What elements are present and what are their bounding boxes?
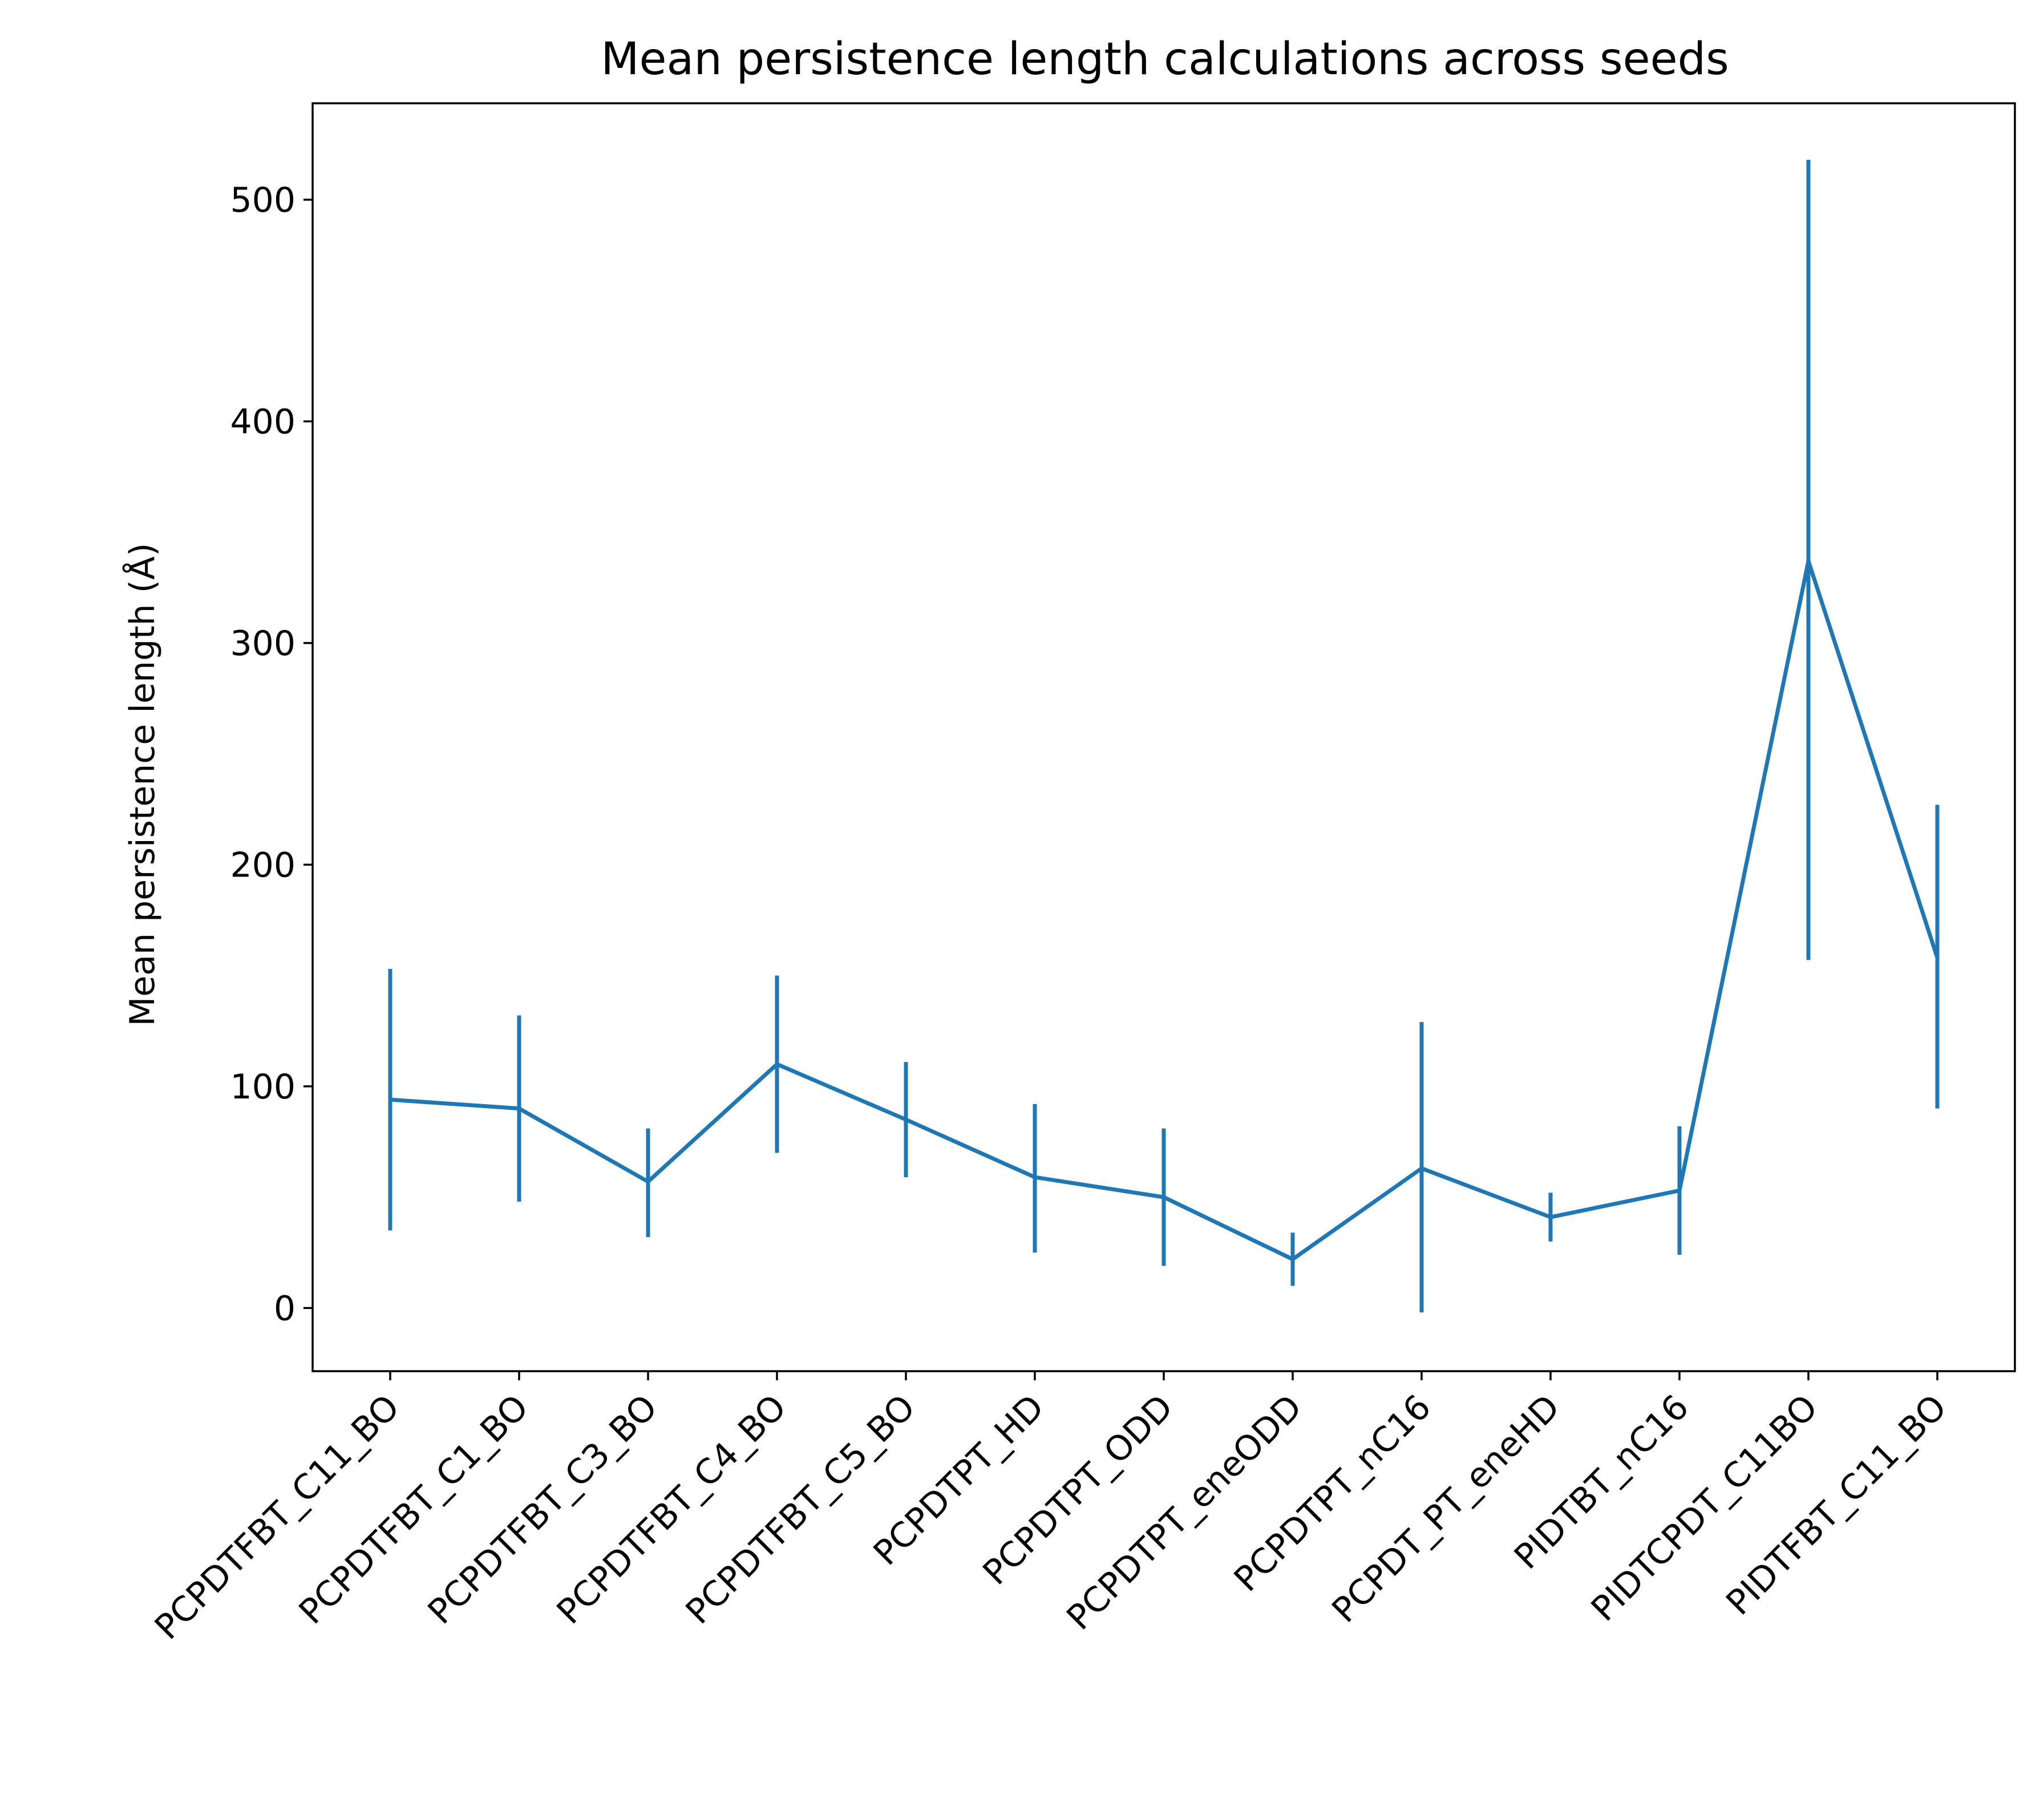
y-tick-label: 0 bbox=[274, 1288, 296, 1328]
y-tick-label: 200 bbox=[230, 845, 296, 885]
chart-title: Mean persistence length calculations acr… bbox=[601, 34, 1729, 85]
y-tick-label: 500 bbox=[230, 180, 296, 220]
y-tick-label: 100 bbox=[230, 1067, 296, 1107]
y-axis-label-group: Mean persistence length (Å) bbox=[122, 543, 163, 1026]
y-axis-ticks: 0 100 200 300 400 500 bbox=[230, 180, 313, 1328]
y-tick-label: 300 bbox=[230, 624, 296, 664]
y-tick-label: 400 bbox=[230, 402, 296, 442]
data-series bbox=[390, 559, 1940, 1262]
series-line bbox=[390, 559, 1940, 1262]
y-axis-label: Mean persistence length (Å) bbox=[122, 543, 163, 1026]
plot-frame bbox=[311, 102, 2016, 1372]
